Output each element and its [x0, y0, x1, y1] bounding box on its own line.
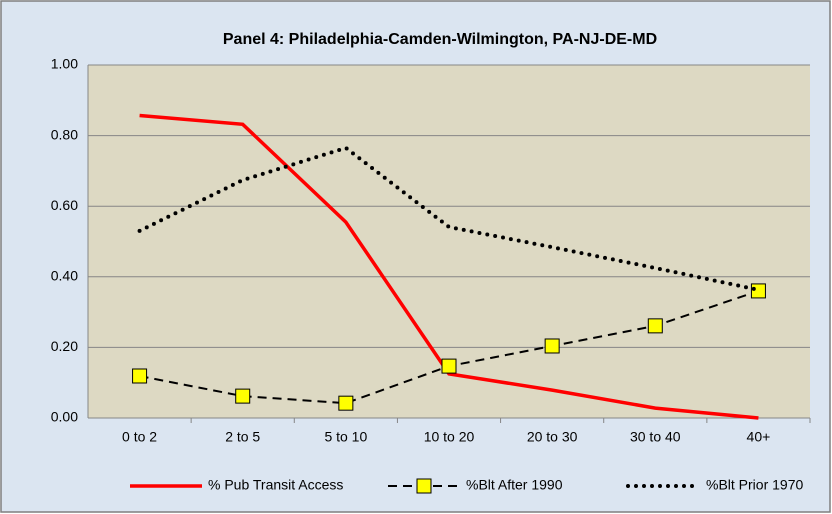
- x-tick-label: 5 to 10: [324, 429, 367, 445]
- series-line: [139, 113, 759, 420]
- y-tick-label: 1.00: [51, 56, 78, 72]
- marker: [647, 318, 663, 334]
- x-tick-label: 0 to 2: [122, 429, 157, 445]
- marker: [441, 358, 457, 374]
- legend-label: % Pub Transit Access: [208, 477, 343, 493]
- marker: [235, 388, 251, 404]
- x-tick-label: 10 to 20: [424, 429, 475, 445]
- legend-label: %Blt After 1990: [466, 477, 563, 493]
- series-line: [137, 145, 761, 292]
- x-tick-label: 40+: [747, 429, 771, 445]
- x-tick-label: 2 to 5: [225, 429, 260, 445]
- y-tick-label: 0.60: [51, 197, 78, 213]
- x-tick-label: 20 to 30: [527, 429, 578, 445]
- legend-label: %Blt Prior 1970: [706, 477, 803, 493]
- legend-marker: [416, 478, 432, 494]
- marker: [544, 338, 560, 354]
- x-tick-label: 30 to 40: [630, 429, 681, 445]
- marker: [338, 395, 354, 411]
- marker: [750, 283, 766, 299]
- y-tick-label: 0.20: [51, 338, 78, 354]
- y-tick-label: 0.40: [51, 268, 78, 284]
- marker: [132, 368, 148, 384]
- y-tick-label: 0.00: [51, 409, 78, 425]
- y-tick-label: 0.80: [51, 126, 78, 142]
- chart-title: Panel 4: Philadelphia-Camden-Wilmington,…: [223, 31, 657, 48]
